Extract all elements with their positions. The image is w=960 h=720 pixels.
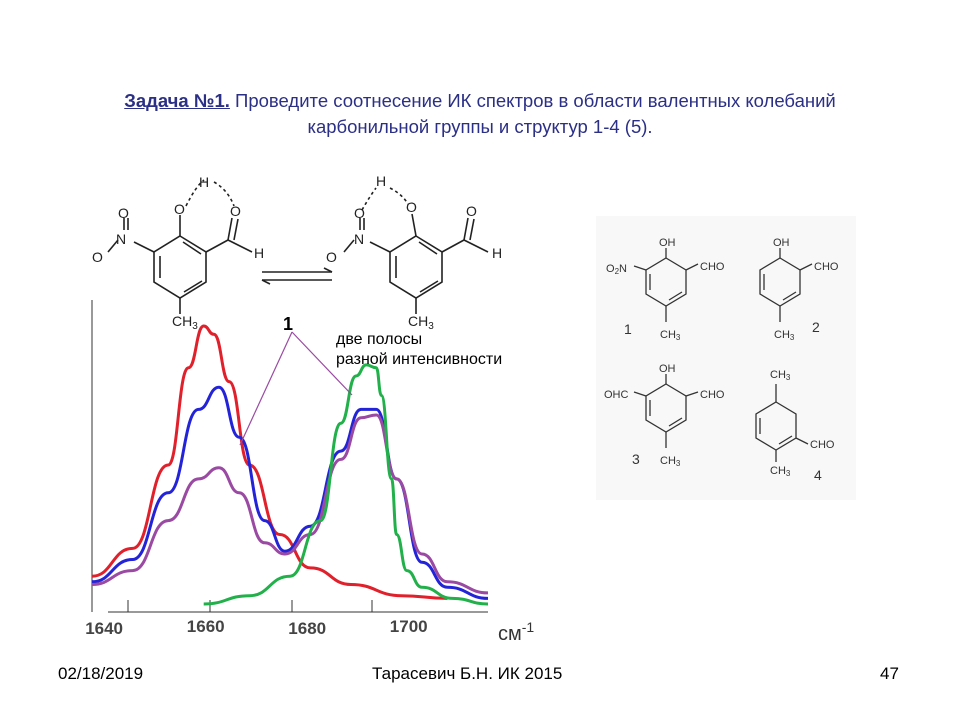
left-n-label: N [116, 231, 126, 247]
spectrum-curve-purple [91, 413, 489, 595]
s3-ch3: CH3 [660, 455, 681, 468]
left-o-label: O [174, 201, 185, 217]
s4-ch3-top: CH3 [770, 369, 791, 382]
right-ch3-label: CH3 [408, 313, 434, 332]
s1-no2: O2N [606, 263, 627, 276]
right-n-label: N [354, 231, 364, 247]
right-h-ald-label: H [492, 245, 502, 261]
right-h-label: H [376, 173, 386, 189]
right-o-ald-label: O [466, 203, 477, 219]
right-nitro-o-top: O [354, 205, 365, 221]
s1-number: 1 [624, 321, 632, 337]
footer-date: 02/18/2019 [58, 664, 144, 683]
x-unit-label: см-1 [498, 619, 534, 645]
right-o-label: O [406, 199, 417, 215]
footer-author: Тарасевич Б.Н. ИК 2015 [372, 664, 563, 683]
title-text-1: Проведите соотнесение ИК спектров в обла… [229, 90, 836, 111]
x-tick-label-1680: 1680 [288, 619, 326, 638]
title-line-2: карбонильной группы и структур 1-4 (5). [307, 116, 653, 137]
title-line-1: Задача №1. Проведите соотнесение ИК спек… [40, 88, 920, 114]
left-nitro-o-left: O [92, 249, 103, 265]
s3-cho-left: OHC [604, 389, 629, 401]
s4-ch3-bottom: CH3 [770, 465, 791, 478]
s3-cho-right: CHO [700, 389, 725, 401]
x-tick-label-1660: 1660 [187, 617, 225, 636]
annotation-number: 1 [283, 314, 293, 334]
left-h-label: H [199, 174, 209, 190]
s3-number: 3 [632, 451, 640, 467]
annotation-line-1: две полосы [336, 331, 422, 348]
left-ch3-label: CH3 [172, 313, 198, 332]
left-nitro-o-top: O [118, 205, 129, 221]
s2-oh: OH [773, 237, 790, 249]
left-h-ald-label: H [254, 245, 264, 261]
s1-cho: CHO [700, 261, 725, 273]
s3-oh: OH [659, 363, 676, 375]
s2-ch3: CH3 [774, 329, 795, 342]
s4-cho: CHO [810, 439, 835, 451]
footer-page-number: 47 [880, 664, 899, 683]
task-label: Задача №1. [124, 90, 230, 111]
slide-title: Задача №1. Проведите соотнесение ИК спек… [40, 88, 920, 140]
s2-number: 2 [812, 319, 820, 335]
spectrum-curve-red [91, 324, 448, 600]
s1-oh: OH [659, 237, 676, 249]
annotation-pointer-1 [239, 331, 293, 446]
annotation-line-2: разной интенсивности [336, 351, 502, 368]
s4-number: 4 [814, 467, 822, 483]
spectrum-curve-green [203, 363, 489, 606]
x-tick-label-1640: 1640 [85, 619, 123, 638]
x-tick-label-1700: 1700 [390, 617, 428, 636]
right-nitro-o-left: O [326, 249, 337, 265]
left-o-ald-label: O [230, 203, 241, 219]
s2-cho: CHO [814, 261, 839, 273]
annotation-pointer-2 [291, 331, 353, 396]
s1-ch3: CH3 [660, 329, 681, 342]
